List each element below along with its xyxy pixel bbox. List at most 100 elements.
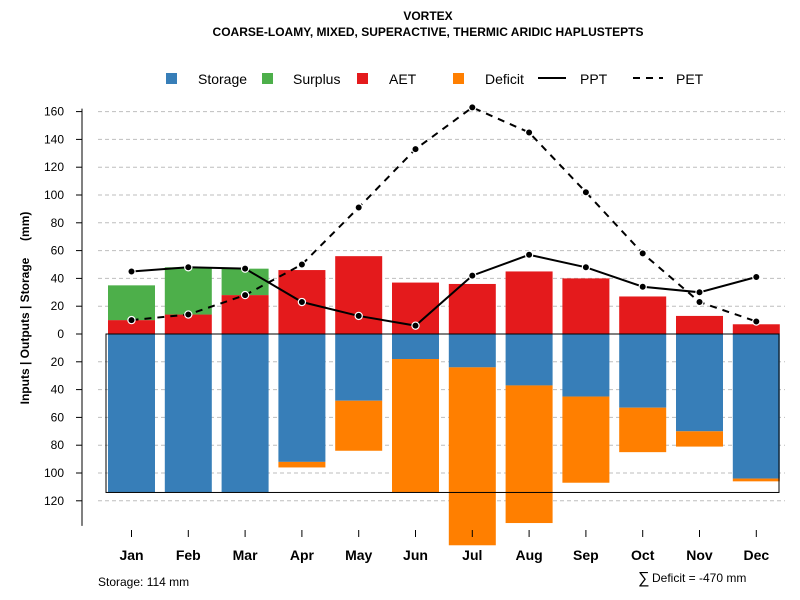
- x-tick-label: Mar: [233, 547, 258, 563]
- deficit-bar: [562, 396, 610, 483]
- y-tick-label: 80: [51, 438, 65, 452]
- ppt-point: [240, 264, 250, 273]
- legend-surplus-swatch: [262, 73, 273, 84]
- aet-bar: [619, 296, 667, 334]
- x-tick-label: Nov: [686, 547, 713, 563]
- storage-bar: [335, 334, 383, 401]
- storage-bar: [562, 334, 610, 397]
- y-tick-label: 0: [57, 327, 64, 341]
- pet-point: [184, 310, 193, 319]
- legend-deficit-swatch: [453, 73, 464, 84]
- aet-bar: [221, 295, 269, 334]
- x-tick-label: Jul: [462, 547, 482, 563]
- gridlines: [98, 111, 785, 502]
- x-tick-label: Apr: [290, 547, 315, 563]
- storage-bar: [278, 334, 326, 462]
- x-tick-label: Aug: [515, 547, 542, 563]
- deficit-bar: [619, 407, 667, 453]
- ppt-point: [638, 282, 647, 291]
- storage-bar: [392, 334, 439, 360]
- storage-bar: [108, 334, 155, 493]
- y-tick-label: 120: [44, 494, 64, 508]
- pet-point: [468, 103, 477, 112]
- surplus-bar: [164, 267, 212, 315]
- y-tick-label: 40: [51, 271, 65, 285]
- pet-point: [354, 203, 363, 212]
- surplus-bar: [108, 285, 155, 321]
- ppt-point: [297, 297, 307, 307]
- axes: 160 140 120 100 80 60 40 20 0 20 40 60 80 100 120 Jan Fe…: [44, 105, 769, 563]
- deficit-bar: [392, 359, 439, 493]
- storage-bar: [676, 334, 723, 432]
- aet-bar: [732, 324, 780, 334]
- deficit-bar: [505, 385, 553, 524]
- ppt-point: [581, 263, 591, 272]
- overlay: [105, 333, 780, 493]
- legend-pet-label: PET: [676, 71, 704, 87]
- chart-title: VORTEX: [403, 9, 452, 23]
- ppt-point: [127, 267, 136, 276]
- pet-point: [411, 144, 420, 154]
- y-tick-label: 100: [44, 188, 64, 202]
- legend-ppt-label: PPT: [580, 71, 608, 87]
- aet-bar: [164, 314, 212, 334]
- aet-bar: [108, 320, 155, 334]
- storage-bar: [448, 334, 496, 368]
- pet-point: [524, 128, 534, 137]
- pet-point: [752, 317, 761, 326]
- aet-bar: [505, 271, 553, 334]
- surplus-bar: [221, 268, 269, 296]
- legend-aet-swatch: [357, 73, 368, 84]
- ppt-line: [131, 253, 757, 327]
- pet-line: [131, 106, 757, 323]
- aet-bar: [335, 256, 383, 334]
- x-tick-label: Dec: [743, 547, 769, 563]
- ppt-point: [468, 271, 477, 280]
- ppt-point: [695, 288, 704, 297]
- storage-capacity-box: [105, 333, 780, 493]
- x-tick-label: May: [345, 547, 372, 563]
- legend-deficit-label: Deficit: [485, 71, 524, 87]
- pet-point: [297, 260, 307, 269]
- storage-bar: [505, 334, 553, 386]
- pet-point: [240, 290, 250, 300]
- y-tick-label: 20: [51, 355, 65, 369]
- pet-point: [638, 249, 647, 258]
- legend-storage-label: Storage: [198, 71, 247, 87]
- y-axis-label: Inputs | Outputs | Storage (mm): [18, 212, 32, 405]
- pet-point: [581, 188, 591, 197]
- x-tick-label: Sep: [573, 547, 599, 563]
- deficit-bar: [448, 367, 496, 546]
- deficit-bar: [335, 400, 383, 451]
- legend: Storage Surplus AET Deficit PPT PET: [166, 71, 704, 87]
- ppt-point: [354, 311, 363, 321]
- y-tick-label: 120: [44, 160, 64, 174]
- deficit-bar: [278, 461, 326, 468]
- y-tick-label: 60: [51, 244, 65, 258]
- y-tick-label: 80: [51, 216, 65, 230]
- x-tick-label: Feb: [176, 547, 201, 563]
- ppt-point: [411, 321, 420, 330]
- series-lines: [127, 103, 761, 330]
- y-tick-label: 140: [44, 132, 64, 146]
- legend-surplus-label: Surplus: [293, 71, 340, 87]
- y-tick-label: 160: [44, 105, 64, 119]
- aet-bar: [448, 283, 496, 334]
- x-tick-label: Jan: [119, 547, 143, 563]
- y-tick-label: 20: [51, 299, 65, 313]
- storage-bar: [221, 334, 269, 493]
- aet-bar: [562, 278, 610, 334]
- aet-bar: [676, 315, 723, 334]
- x-tick-label: Oct: [631, 547, 655, 563]
- legend-storage-swatch: [166, 73, 177, 84]
- storage-note: Storage: 114 mm: [98, 575, 189, 589]
- ppt-point: [752, 272, 761, 282]
- ppt-point: [524, 250, 534, 259]
- y-tick-label: 60: [51, 410, 65, 424]
- deficit-note: Deficit = -470 mm: [652, 571, 746, 585]
- deficit-bar: [676, 431, 723, 447]
- sum-symbol: ∑: [638, 570, 649, 587]
- y-tick-label: 100: [44, 466, 64, 480]
- pet-point: [127, 315, 136, 325]
